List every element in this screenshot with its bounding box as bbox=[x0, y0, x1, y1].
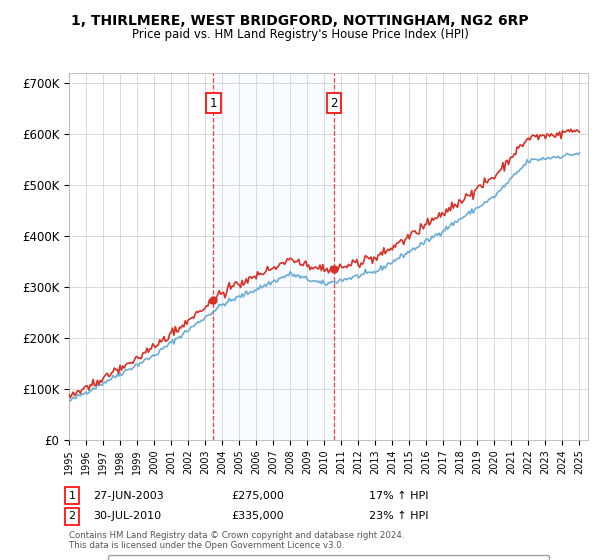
Text: £335,000: £335,000 bbox=[231, 511, 284, 521]
Text: £275,000: £275,000 bbox=[231, 491, 284, 501]
Text: 27-JUN-2003: 27-JUN-2003 bbox=[93, 491, 164, 501]
Text: 23% ↑ HPI: 23% ↑ HPI bbox=[369, 511, 428, 521]
Text: 1, THIRLMERE, WEST BRIDGFORD, NOTTINGHAM, NG2 6RP: 1, THIRLMERE, WEST BRIDGFORD, NOTTINGHAM… bbox=[71, 14, 529, 28]
Text: 2: 2 bbox=[331, 97, 338, 110]
Text: Price paid vs. HM Land Registry's House Price Index (HPI): Price paid vs. HM Land Registry's House … bbox=[131, 28, 469, 41]
Text: 30-JUL-2010: 30-JUL-2010 bbox=[93, 511, 161, 521]
Text: Contains HM Land Registry data © Crown copyright and database right 2024.
This d: Contains HM Land Registry data © Crown c… bbox=[69, 530, 404, 550]
Text: 1: 1 bbox=[210, 97, 217, 110]
Bar bbox=[214, 73, 334, 440]
Text: 2: 2 bbox=[68, 511, 76, 521]
Text: 17% ↑ HPI: 17% ↑ HPI bbox=[369, 491, 428, 501]
Text: 1: 1 bbox=[68, 491, 76, 501]
Legend: 1, THIRLMERE, WEST BRIDGFORD, NOTTINGHAM, NG2 6RP (detached house), HPI: Average: 1, THIRLMERE, WEST BRIDGFORD, NOTTINGHAM… bbox=[107, 555, 550, 560]
